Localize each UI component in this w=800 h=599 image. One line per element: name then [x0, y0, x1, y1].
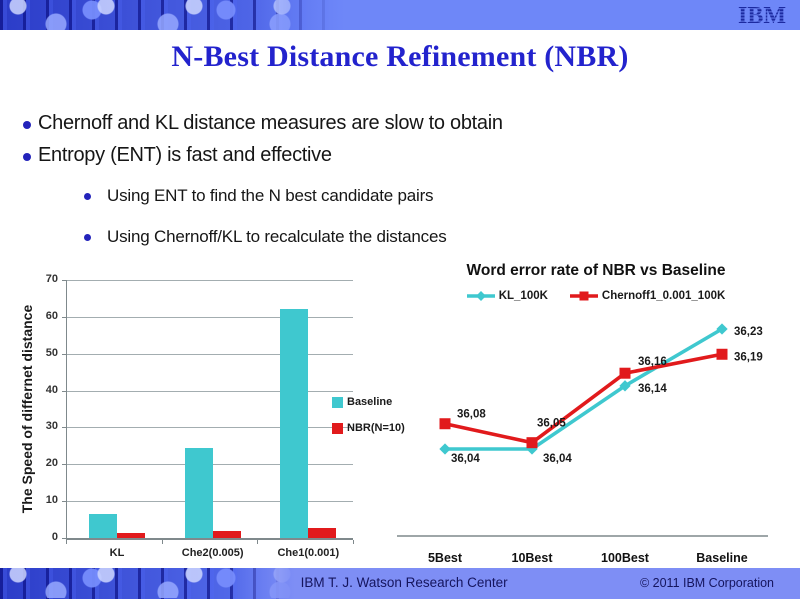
bar-gridline [66, 353, 353, 355]
page-title: N-Best Distance Refinement (NBR) [171, 40, 629, 73]
bullet-item: Entropy (ENT) is fast and effective [0, 144, 780, 167]
bullet-dot-icon [23, 121, 31, 129]
legend-swatch-cyan [332, 397, 343, 408]
bullet-item: Chernoff and KL distance measures are sl… [0, 112, 780, 135]
x-category-label: Che1(0.001) [277, 547, 340, 559]
header-pattern-graphic [0, 0, 345, 30]
legend-label: Chernoff1_0.001_100K [601, 290, 726, 302]
bullet-text: Entropy (ENT) is fast and effective [38, 144, 332, 166]
series-line-kl_100k [445, 327, 723, 451]
point-label: 36,19 [734, 351, 763, 363]
y-axis-line [66, 280, 67, 538]
point-label: 36,16 [638, 356, 667, 368]
line-chart-legend: KL_100K Chernoff1_0.001_100K [395, 290, 797, 302]
y-axis-tick [62, 316, 66, 318]
marker-square [526, 437, 538, 449]
y-axis-tick [62, 464, 66, 466]
y-tick-label: 10 [45, 494, 58, 507]
speed-bar-chart: The Speed of differnet distance 0 10 20 30 4… [0, 268, 430, 568]
point-label: 36,04 [451, 453, 480, 465]
y-axis-tick [62, 501, 66, 503]
point-label: 36,04 [543, 453, 572, 465]
bullet-text: Using Chernoff/KL to recalculate the dis… [107, 227, 447, 246]
line-chart-title: Word error rate of NBR vs Baseline [466, 262, 726, 279]
bullet-item: Using ENT to find the N best candidate p… [0, 186, 780, 206]
y-tick-label: 60 [45, 309, 58, 322]
y-tick-label: 70 [45, 273, 58, 285]
y-axis-tick [62, 538, 66, 539]
bar-gridline [66, 390, 353, 392]
ibm-logo-icon: IBM [738, 3, 786, 27]
legend-label: NBR(N=10) [347, 422, 405, 434]
bar-nbr-n-10- [308, 528, 337, 538]
x-axis-tick [161, 540, 163, 544]
legend-swatch-red [332, 423, 343, 434]
marker-diamond [439, 443, 451, 455]
x-axis-line [66, 538, 353, 540]
x-axis-tick [353, 540, 354, 544]
footer-center-text: IBM T. J. Watson Research Center [300, 575, 508, 590]
bar-nbr-n-10- [212, 530, 241, 538]
y-tick-label: 50 [45, 346, 58, 359]
x-category-label: 10Best [512, 551, 554, 565]
bullet-dot-icon [23, 153, 31, 161]
line-chart-plot: 36,04 36,04 36,14 36,23 36,08 36,05 36,16 36,19… [397, 323, 768, 565]
y-axis-tick [62, 390, 66, 392]
point-label: 36,23 [734, 326, 763, 338]
marker-square [439, 418, 451, 430]
y-tick-label: 0 [51, 531, 58, 543]
legend-glyph-square [569, 291, 598, 301]
legend-label: KL_100K [498, 290, 548, 302]
bullet-dot-icon [84, 193, 91, 200]
bar-baseline [280, 309, 309, 538]
bar-baseline [89, 514, 117, 538]
bar-gridline [66, 427, 353, 429]
y-axis-tick [62, 427, 66, 429]
bar-legend-item: NBR(N=10) [332, 422, 427, 435]
ibm-logo-text: IBM [738, 3, 786, 27]
wer-line-chart: Word error rate of NBR vs Baseline KL_10… [395, 260, 797, 568]
point-label: 36,14 [638, 383, 667, 395]
x-category-label: Baseline [696, 551, 747, 565]
bar-legend-item: Baseline [332, 396, 427, 409]
bullet-text: Chernoff and KL distance measures are sl… [38, 112, 503, 134]
bullet-text: Using ENT to find the N best candidate p… [107, 186, 434, 205]
line-legend-item: Chernoff1_0.001_100K [569, 290, 726, 302]
x-category-label: 100Best [601, 551, 650, 565]
header-band: IBM [0, 0, 800, 30]
marker-square [619, 367, 631, 379]
y-axis-tick [62, 280, 66, 281]
y-axis-tick [62, 353, 66, 355]
point-label: 36,05 [537, 418, 566, 430]
x-category-label: KL [109, 547, 125, 559]
legend-glyph-diamond [466, 291, 495, 301]
y-tick-label: 30 [45, 420, 58, 433]
point-label: 36,08 [457, 409, 486, 421]
footer-band: IBM T. J. Watson Research Center © 2011 … [0, 568, 800, 599]
bullet-dot-icon [84, 234, 91, 241]
series-line-chernoff1_0.001_100k [444, 352, 723, 445]
bar-gridline [66, 316, 353, 318]
footer-pattern-graphic [0, 568, 295, 599]
footer-copyright-text: © 2011 IBM Corporation [639, 576, 774, 590]
bar-baseline [184, 447, 213, 538]
line-legend-item: KL_100K [466, 290, 548, 302]
bullet-item: Using Chernoff/KL to recalculate the dis… [0, 227, 780, 247]
x-category-label: 5Best [428, 551, 463, 565]
y-tick-label: 40 [45, 383, 58, 396]
x-category-label: Che2(0.005) [181, 547, 244, 559]
x-axis-tick [66, 540, 67, 544]
legend-label: Baseline [347, 396, 393, 408]
y-tick-label: 20 [45, 457, 58, 470]
bar-gridline [66, 280, 353, 281]
marker-square [716, 348, 728, 360]
bar-nbr-n-10- [117, 532, 145, 538]
x-axis-tick [257, 540, 259, 544]
